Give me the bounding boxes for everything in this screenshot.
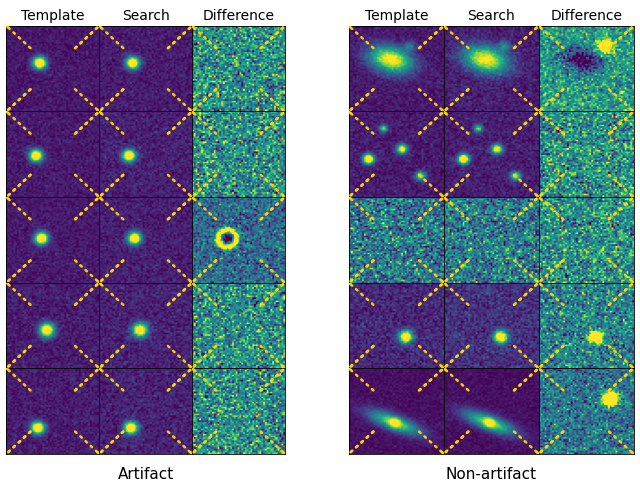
Text: Difference: Difference bbox=[202, 9, 275, 23]
Text: Search: Search bbox=[122, 9, 170, 23]
Text: Non-artifact: Non-artifact bbox=[445, 466, 537, 481]
Text: Difference: Difference bbox=[550, 9, 622, 23]
Text: Search: Search bbox=[467, 9, 515, 23]
Text: Template: Template bbox=[21, 9, 84, 23]
Text: Artifact: Artifact bbox=[118, 466, 173, 481]
Text: Template: Template bbox=[365, 9, 428, 23]
